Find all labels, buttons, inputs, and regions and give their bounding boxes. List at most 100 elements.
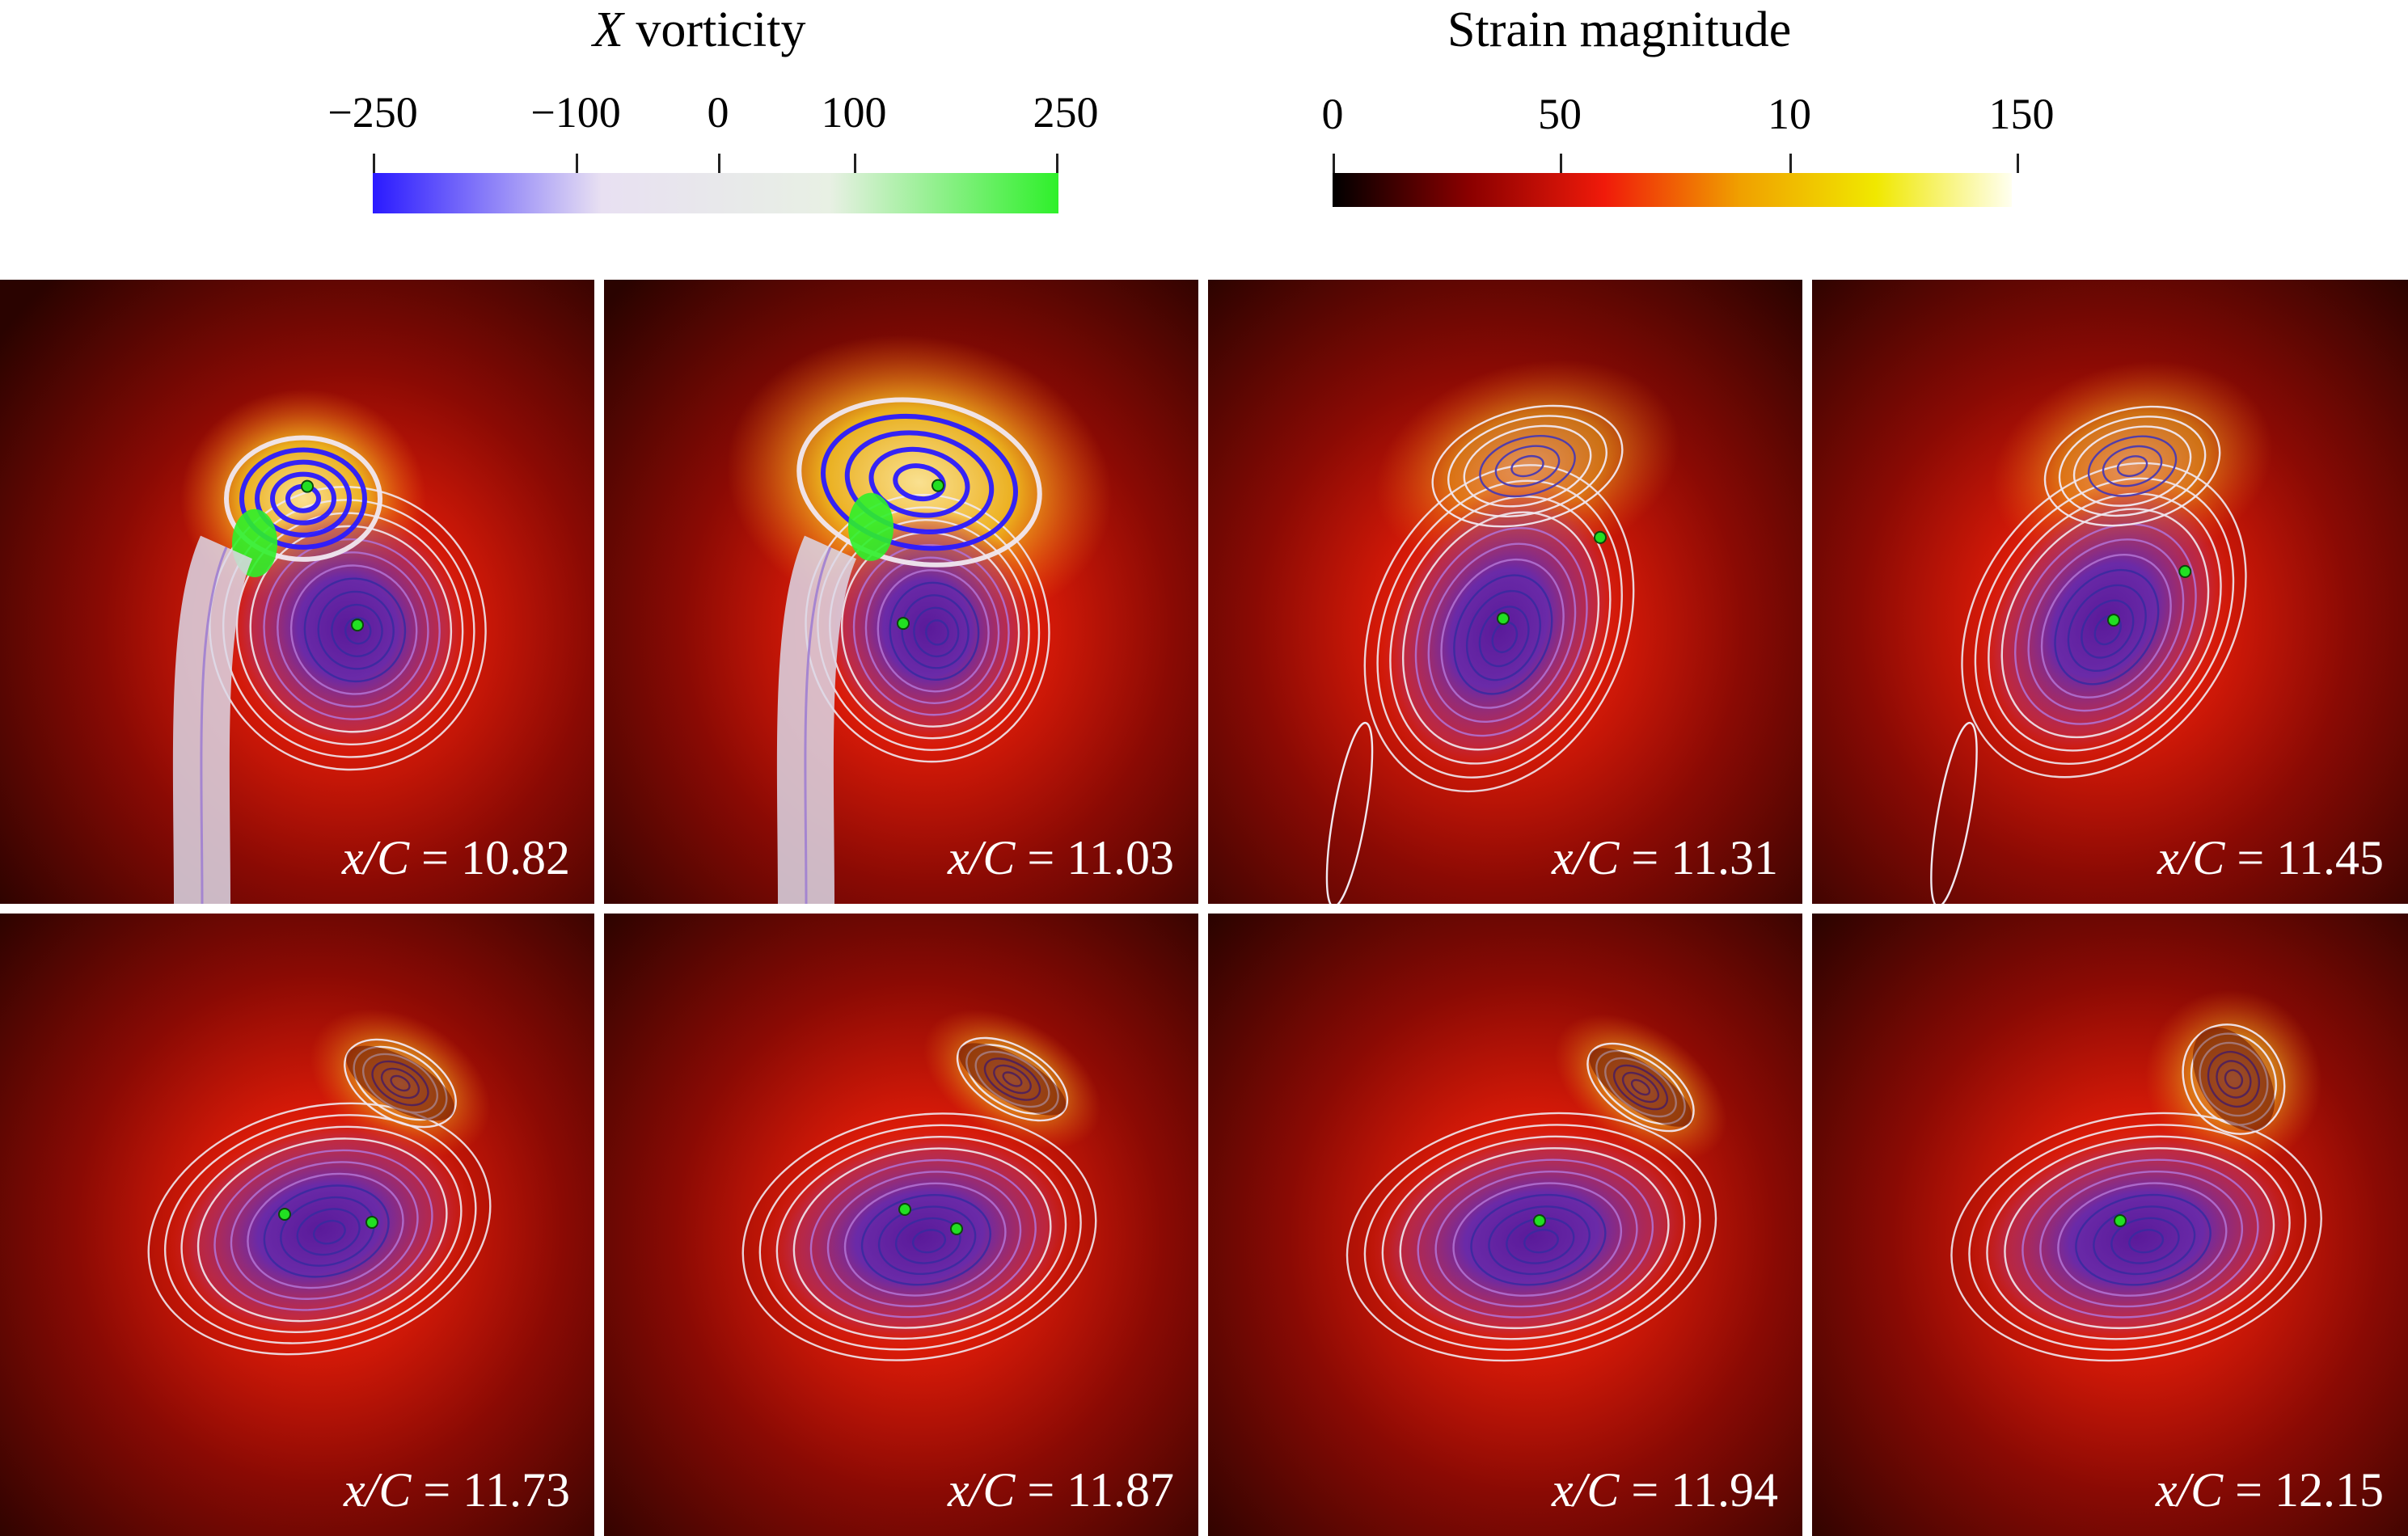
vortex-sheet-contour [200,546,228,904]
vorticity-contour [796,397,1042,568]
vorticity-contour [1363,1124,1701,1351]
vortex-sheet [172,535,253,904]
vorticity-contour [2000,508,2210,739]
vorticity-contour [270,471,336,525]
vorticity-contour [331,603,383,657]
panel-label-variable: x/C [2155,1463,2224,1517]
strain-colorbar-title: Strain magnitude [1447,2,1792,57]
vorticity-contour [1447,415,1607,517]
vortex-center-marker [950,1222,963,1235]
vorticity-contour [792,1147,1052,1329]
vorticity-contour [1988,492,2222,752]
vorticity-contour [2110,1217,2180,1264]
vorticity-contour [296,1208,361,1256]
vorticity-contour [1465,589,1541,681]
vorticity-contour [844,430,995,534]
panel-label: x/C = 11.73 [344,1462,570,1518]
vorticity-contour [860,1194,991,1286]
vortex-center-marker [2114,1214,2127,1227]
vorticity-contour [303,577,407,683]
vorticity-contour [1452,1182,1623,1297]
detached-island [958,1043,1067,1116]
positive-vorticity-patch [848,492,893,561]
vorticity-contour [1346,1112,1717,1362]
vorticity-contour [2128,1229,2165,1254]
vortex-center-marker [2106,614,2121,627]
panel-label-value: 11.87 [1067,1463,1174,1517]
vorticity-contour [213,1149,433,1311]
panel-label-equals: = [2224,831,2277,884]
primary-vortex-core [760,1125,1079,1348]
vorticity-contour [1325,721,1374,904]
vorticity-contour [239,447,367,550]
strain-tick-mark [1560,154,1562,173]
panel-label-equals: = [1619,831,1671,884]
vorticity-contour [925,619,949,646]
vorticity-contour [1453,574,1553,695]
vorticity-contour [894,1217,961,1264]
vortex-center-marker [897,617,910,631]
vorticity-contour [230,1161,419,1300]
vortex-center-marker [365,1216,378,1229]
vortex-center-marker [351,618,364,632]
detached-island [346,1045,454,1121]
vorticity-contour [1930,721,1978,904]
panel-label: x/C = 12.15 [2156,1462,2384,1518]
vortex-sheet-contour [804,546,832,904]
vorticity-contour [911,1229,947,1254]
vorticity-contour [2102,445,2163,487]
vorticity-contour [344,617,372,645]
vorticity-contour [196,1137,448,1323]
strain-tick-mark [2017,154,2019,173]
vorticity-colorbar-title: X vorticity [593,2,805,59]
vorticity-contour [1494,445,1561,487]
vorticity-contour [1414,526,1588,737]
vorticity-contour [263,1184,390,1278]
vortex-center-marker [932,479,944,492]
vorticity-contour [809,1158,1037,1319]
vorticity-contour [1961,462,2247,779]
vorticity-contour [2043,405,2221,527]
strain-tick-label: 50 [1538,90,1582,138]
vortex-panel-6: x/C = 11.87 [604,914,1198,1536]
vorticity-contour [224,435,382,562]
detached-island [2192,1027,2275,1132]
vortex-sheet [776,535,857,904]
vorticity-contour [1510,454,1544,478]
vortex-center-marker [301,479,314,493]
vorticity-contour [2021,1158,2259,1319]
strain-colorbar [1333,173,2012,207]
panel-label-equals: = [409,831,461,884]
vorticity-contour [163,1114,477,1344]
vortex-center-marker [1594,530,1607,544]
vorticity-contour [2093,1205,2196,1276]
vorticity-contour [1986,1135,2291,1340]
strain-tick-label: 150 [1988,90,2055,138]
panel-label-value: 11.03 [1067,831,1174,884]
vorticity-contour [1427,542,1577,724]
detached-island [1589,1048,1692,1127]
panel-label: x/C = 11.87 [948,1462,1174,1518]
primary-vortex-core [1378,481,1620,775]
vorticity-contour [2075,1193,2212,1286]
vorticity-contour [1417,1158,1654,1319]
vorticity-tick-mark [373,154,375,173]
strain-tick-mark [1333,154,1335,173]
vorticity-contour [1491,621,1519,653]
vorticity-tick-mark [1056,154,1058,173]
vorticity-contour [2027,538,2185,712]
vorticity-contour [2081,599,2135,659]
vorticity-contour [1381,1135,1686,1340]
panel-label: x/C = 11.31 [1552,830,1778,886]
vorticity-contour [775,1136,1067,1340]
panel-label-equals: = [1015,1463,1067,1517]
vorticity-contour [1401,511,1600,751]
vorticity-contour [758,1124,1082,1351]
panel-label-variable: x/C [1552,1463,1620,1517]
vorticity-contour [147,1102,492,1356]
vorticity-contour [1440,558,1565,709]
vorticity-contour [1376,479,1623,779]
vorticity-contour [901,594,970,669]
panel-label-value: 11.94 [1671,1463,1778,1517]
vorticity-contour [2039,1170,2244,1308]
